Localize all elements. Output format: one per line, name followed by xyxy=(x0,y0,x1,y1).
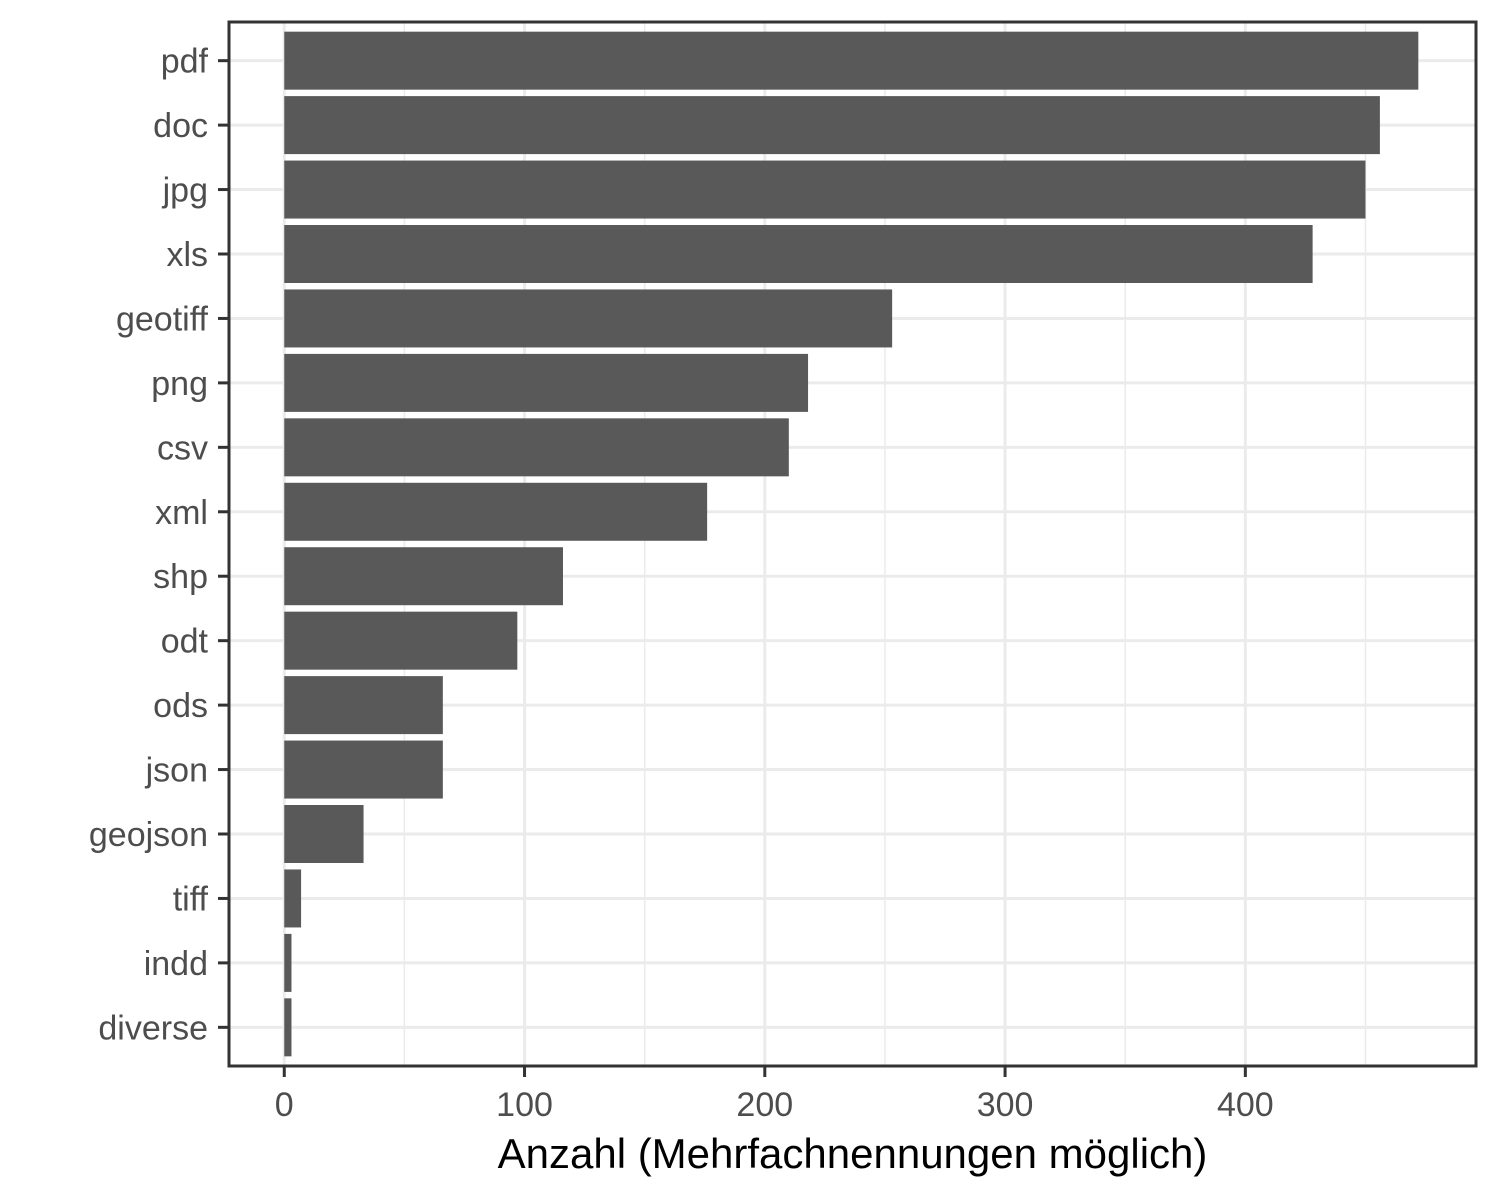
y-tick-label: xml xyxy=(155,494,208,532)
y-tick-label: xls xyxy=(166,236,208,274)
y-tick-label: json xyxy=(145,752,208,790)
x-tick-label: 100 xyxy=(496,1086,553,1124)
bar-geojson xyxy=(284,805,364,863)
y-tick-label: geotiff xyxy=(116,300,209,338)
y-tick-label: ods xyxy=(153,687,208,725)
x-axis-title: Anzahl (Mehrfachnennungen möglich) xyxy=(498,1130,1208,1177)
y-tick-label: png xyxy=(151,365,208,403)
bar-doc xyxy=(284,96,1380,155)
y-tick-label: tiff xyxy=(173,880,209,918)
x-tick-label: 200 xyxy=(736,1086,793,1124)
y-tick-label: odt xyxy=(161,623,209,661)
y-tick-label: jpg xyxy=(162,172,208,210)
y-tick-label: geojson xyxy=(89,816,208,854)
bar-csv xyxy=(284,418,789,477)
bar-jpg xyxy=(284,160,1366,219)
bar-xls xyxy=(284,225,1313,283)
x-tick-label: 300 xyxy=(977,1086,1034,1124)
y-tick-label: diverse xyxy=(98,1009,208,1047)
bar-shp xyxy=(284,547,563,606)
bar-xml xyxy=(284,482,708,541)
bars xyxy=(284,31,1419,1057)
y-tick-label: pdf xyxy=(161,43,209,81)
y-axis: pdf doc jpg xls geotiff png csv xml shp odt ods jso… xyxy=(89,43,229,1047)
bar-json xyxy=(284,740,443,799)
panel-border xyxy=(227,20,1478,1068)
bar-ods xyxy=(284,676,443,735)
x-tick-label: 400 xyxy=(1217,1086,1274,1124)
x-tick-label: 0 xyxy=(275,1086,294,1124)
y-tick-label: indd xyxy=(144,945,208,983)
y-tick-label: csv xyxy=(157,429,208,467)
bar-geotiff xyxy=(284,289,893,348)
bar-diverse xyxy=(284,998,292,1057)
bar-png xyxy=(284,353,809,412)
x-axis: 0 100 200 300 400 xyxy=(275,1066,1274,1124)
bar-pdf xyxy=(284,31,1419,90)
bar-indd xyxy=(284,933,292,992)
y-tick-label: shp xyxy=(153,558,208,596)
bar-odt xyxy=(284,611,518,670)
y-tick-label: doc xyxy=(153,107,208,145)
bar-tiff xyxy=(284,869,302,928)
